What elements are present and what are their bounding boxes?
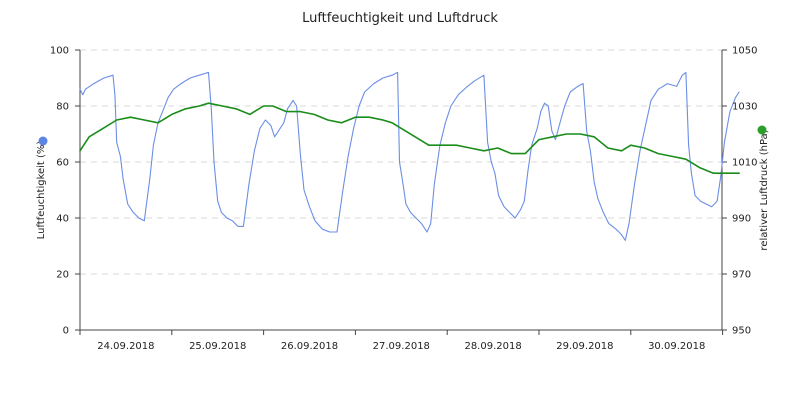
left-axis-tick-label: 20 — [56, 270, 69, 281]
right-axis-tick-label: 970 — [732, 270, 751, 281]
right-axis-tick-label: 1050 — [732, 46, 757, 57]
grid — [80, 49, 722, 275]
left-axis-tick-label: 40 — [56, 214, 69, 225]
right-axis-tick-label: 950 — [732, 326, 751, 337]
x-axis-tick-label: 25.09.2018 — [189, 341, 246, 352]
x-axis-tick-label: 29.09.2018 — [556, 341, 613, 352]
left-axis-title: Luftfeuchtigkeit (%) — [36, 141, 47, 240]
right-axis-series-marker — [757, 125, 767, 135]
left-axis-tick-label: 100 — [50, 46, 69, 57]
left-axis-tick-label: 60 — [56, 158, 69, 169]
series-layer — [79, 71, 740, 241]
x-axis-tick-label: 26.09.2018 — [281, 341, 338, 352]
right-axis-tick-label: 1010 — [732, 158, 757, 169]
labels: 0 20 40 60 80 100 950 970 990 1010 1030 1050 24.09.2… — [50, 46, 758, 353]
left-axis-series-marker — [38, 136, 48, 146]
right-axis-tick-label: 990 — [732, 214, 751, 225]
left-axis-tick-label: 80 — [56, 102, 69, 113]
x-axis-tick-label: 30.09.2018 — [648, 341, 705, 352]
left-axis-tick-label: 0 — [63, 326, 69, 337]
humidity-series-line — [79, 71, 740, 241]
axes — [75, 49, 727, 335]
pressure-series-line — [79, 102, 740, 174]
x-axis-tick-label: 28.09.2018 — [464, 341, 521, 352]
right-axis-title: relativer Luftdruck (hPa) — [759, 129, 770, 250]
x-axis-tick-label: 24.09.2018 — [97, 341, 154, 352]
x-axis-tick-label: 27.09.2018 — [373, 341, 430, 352]
right-axis-tick-label: 1030 — [732, 102, 757, 113]
chart-title: Luftfeuchtigkeit und Luftdruck — [302, 11, 498, 26]
